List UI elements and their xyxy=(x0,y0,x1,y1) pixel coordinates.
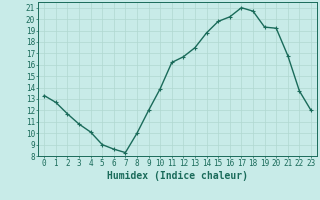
X-axis label: Humidex (Indice chaleur): Humidex (Indice chaleur) xyxy=(107,171,248,181)
